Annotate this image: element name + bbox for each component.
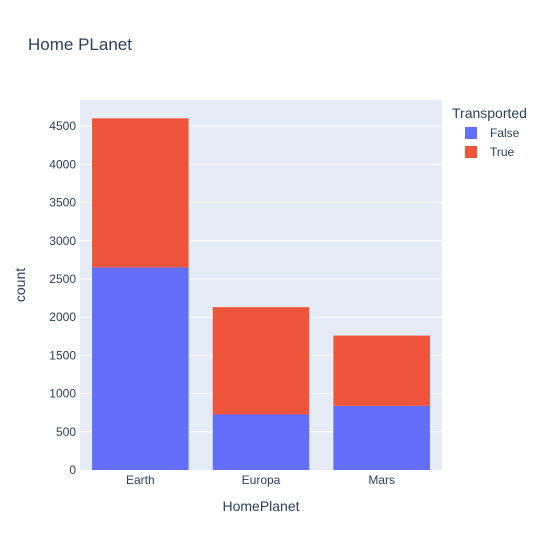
bar-earth-true — [92, 118, 189, 268]
y-tick-label: 500 — [56, 425, 76, 439]
bars — [92, 118, 430, 470]
y-tick-labels: 0 500 1000 1500 2000 2500 3000 3500 4000 4500 — [49, 119, 76, 477]
bar-europa-false — [212, 414, 310, 470]
y-tick-label: 4500 — [49, 119, 76, 133]
y-tick-label: 2000 — [49, 310, 76, 324]
legend-label-false: False — [490, 126, 520, 140]
y-tick-label: 2500 — [49, 272, 76, 286]
bar-europa-true — [212, 307, 310, 415]
y-tick-label: 3000 — [49, 234, 76, 248]
x-tick-labels: Earth Europa Mars — [126, 473, 395, 487]
y-tick-label: 0 — [69, 463, 76, 477]
x-tick-label: Mars — [368, 473, 395, 487]
x-tick-label: Earth — [126, 473, 155, 487]
legend-swatch-false — [465, 127, 477, 139]
bar-mars-true — [333, 335, 430, 406]
y-axis-title: count — [12, 268, 28, 302]
y-tick-label: 1500 — [49, 348, 76, 362]
bar-mars-false — [333, 405, 430, 470]
x-tick-label: Europa — [242, 473, 281, 487]
chart-title: Home PLanet — [28, 35, 132, 54]
legend-swatch-true — [465, 146, 477, 158]
bar-earth-false — [92, 267, 189, 470]
legend-label-true: True — [490, 145, 515, 159]
legend: Transported False True — [452, 105, 527, 159]
x-axis-title: HomePlanet — [222, 498, 299, 514]
y-tick-label: 1000 — [49, 387, 76, 401]
y-tick-label: 4000 — [49, 157, 76, 171]
y-tick-label: 3500 — [49, 196, 76, 210]
legend-title: Transported — [452, 105, 527, 121]
